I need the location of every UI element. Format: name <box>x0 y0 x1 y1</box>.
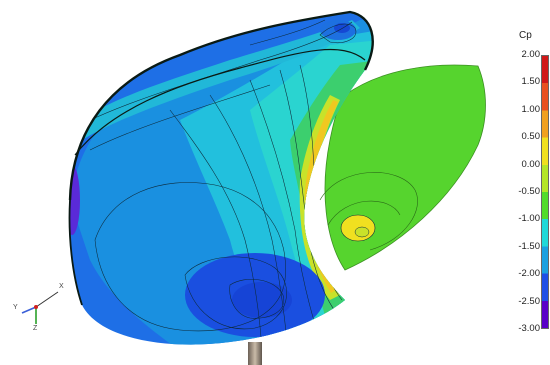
colorbar-tick-label: -3.00 <box>518 323 540 334</box>
hub-shaft <box>248 342 262 365</box>
colorbar-tick-label: 0.00 <box>521 158 541 170</box>
colorbar-tick-label: -1.50 <box>518 240 540 252</box>
colorbar-tick-label: -2.50 <box>518 295 540 307</box>
triad-x-label: X <box>59 283 64 290</box>
colorbar <box>541 55 549 329</box>
colorbar-tick-label: -1.00 <box>518 213 540 225</box>
triad-y-label: Y <box>13 304 18 311</box>
colorbar-tick-label: 1.50 <box>521 76 541 88</box>
colorbar-tick-label: -0.50 <box>518 186 540 197</box>
colorbar-tick-label: 2.00 <box>521 49 541 60</box>
triad-z-label: Z <box>33 325 38 332</box>
colorbar-tick-label: -2.00 <box>518 268 540 280</box>
colorbar-tick-label: 1.00 <box>521 103 541 115</box>
colorbar-tick-label: 0.50 <box>521 131 541 143</box>
axis-triad <box>21 291 59 324</box>
colorbar-title: Cp <box>519 30 532 41</box>
